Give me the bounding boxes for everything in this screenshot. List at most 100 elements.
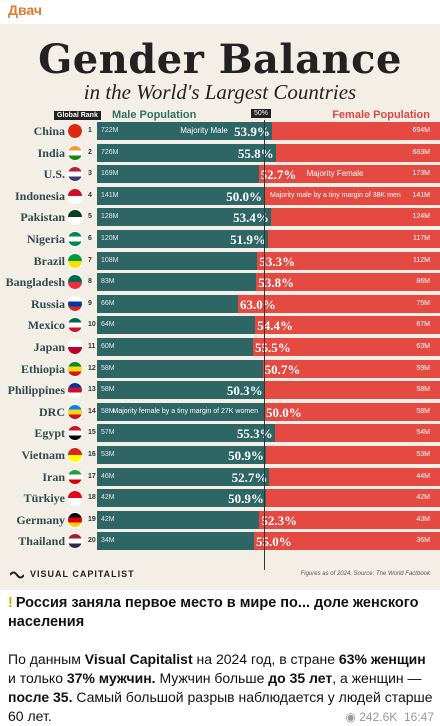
country-name: DRC [39, 404, 65, 419]
table-row: Japan 11 60M 63M 55.5% [0, 337, 440, 357]
rank-number: 12 [88, 364, 96, 372]
female-bar [264, 186, 440, 205]
infographic-title: Gender Balance [38, 36, 402, 83]
table-row: China 1 722M 694M 53.9% Majority Male [0, 121, 440, 141]
table-row: Germany 19 42M 43M 52.3% [0, 510, 440, 530]
male-value: 58M [101, 407, 115, 415]
female-bar [253, 338, 440, 356]
female-value: 58M [416, 407, 430, 415]
table-row: Egypt 15 57M 54M 55.3% [0, 423, 440, 443]
flag-icon [67, 468, 83, 485]
female-value: 63M [416, 343, 430, 350]
flag-icon [67, 533, 83, 550]
percentage-label: 52.7% [231, 469, 268, 485]
logo-text: VISUAL CAPITALIST [30, 569, 135, 579]
female-bar [270, 208, 440, 227]
rank-number: 17 [88, 472, 96, 480]
percentage-label: 50.0% [226, 188, 262, 204]
rank-number: 7 [88, 256, 92, 264]
table-row: DRC 14 58M 58M 50.0% Majority female by a tin… [0, 402, 440, 422]
male-value: 120M [101, 235, 119, 242]
female-value: 44M [416, 472, 430, 480]
female-bar [259, 510, 440, 529]
rank-number: 3 [88, 170, 92, 178]
female-value: 694M [412, 127, 430, 134]
country-name: Indonesia [14, 188, 65, 203]
rank-number: 4 [88, 191, 92, 199]
female-value: 54M [416, 429, 430, 437]
post-meta: ◉ 242.6K 16:47 [345, 710, 434, 724]
female-bar [267, 230, 440, 248]
majority-note: Majority Male [180, 126, 228, 135]
majority-note: Majority Female [306, 169, 364, 179]
flag-icon [67, 123, 83, 139]
female-value: 173M [412, 170, 430, 178]
flag-icon [67, 490, 83, 507]
infographic-image[interactable]: Gender Balance in the World's Largest Co… [0, 24, 440, 590]
rank-number: 11 [88, 343, 96, 350]
flag-icon [67, 187, 83, 204]
male-bar [97, 510, 260, 529]
rank-number: 18 [88, 494, 96, 502]
female-value: 42M [416, 494, 430, 502]
female-population-header: Female Population [332, 109, 430, 121]
percentage-label: 55.0% [256, 534, 292, 550]
male-bar [97, 381, 265, 400]
male-population-header: Male Population [112, 109, 197, 121]
global-rank-header: Global Rank [54, 111, 101, 120]
percentage-label: 50.7% [264, 361, 301, 377]
female-value: 36M [416, 537, 430, 545]
male-bar [97, 143, 276, 162]
infographic-subtitle: in the World's Largest Countries [83, 80, 357, 104]
table-row: Indonesia 4 141M 141M 50.0% Majority male by … [0, 186, 440, 206]
table-row: Thailand 20 34M 36M 55.0% [0, 531, 440, 551]
flag-icon [67, 511, 83, 528]
percentage-label: 51.9% [230, 232, 266, 247]
male-bar [97, 446, 266, 464]
female-bar [264, 402, 440, 421]
country-name: Vietnam [21, 448, 65, 462]
female-value: 59M [416, 364, 430, 372]
country-name: Mexico [27, 318, 65, 333]
table-row: Ethiopia 12 58M 59M 50.7% [0, 359, 440, 379]
percentage-label: 53.8% [258, 275, 295, 291]
flag-icon [67, 144, 83, 161]
rank-number: 1 [88, 127, 92, 134]
rank-number: 13 [88, 386, 96, 394]
rank-number: 5 [88, 213, 92, 221]
male-bar [97, 359, 263, 378]
percentage-label: 53.4% [233, 210, 269, 226]
view-count: 242.6K [359, 710, 398, 724]
country-name: Nigeria [27, 232, 65, 246]
country-name: U.S. [43, 167, 65, 182]
country-name: Ethiopia [20, 361, 65, 376]
country-name: Türkiye [23, 491, 65, 506]
country-name: Japan [33, 340, 65, 354]
male-value: 108M [101, 256, 119, 264]
male-value: 726M [101, 148, 119, 156]
female-bar [255, 316, 440, 335]
female-value: 141M [412, 191, 430, 199]
source-link[interactable]: Visual Capitalist [84, 651, 193, 667]
male-bar [97, 294, 238, 313]
rank-number: 8 [88, 278, 92, 286]
percentage-label: 50.9% [228, 491, 264, 507]
majority-note: Majority female by a tiny margin of 27K … [112, 407, 258, 415]
male-bar [97, 532, 254, 551]
male-value: 141M [101, 191, 119, 199]
male-value: 722M [101, 127, 119, 134]
male-bar [97, 251, 258, 270]
flag-icon [67, 209, 83, 226]
male-value: 57M [101, 429, 115, 437]
flag-icon [67, 382, 83, 399]
flag-icon [67, 425, 83, 442]
channel-name[interactable]: Двач [8, 2, 42, 18]
flag-icon [67, 274, 83, 291]
rank-number: 10 [88, 321, 96, 329]
male-bar [97, 467, 270, 486]
table-row: Vietnam 16 53M 53M 50.9% [0, 445, 440, 465]
percentage-label: 54.4% [257, 318, 293, 334]
percentage-label: 53.3% [259, 253, 296, 269]
country-name: Russia [30, 296, 65, 311]
percentage-label: 52.7% [260, 167, 297, 183]
